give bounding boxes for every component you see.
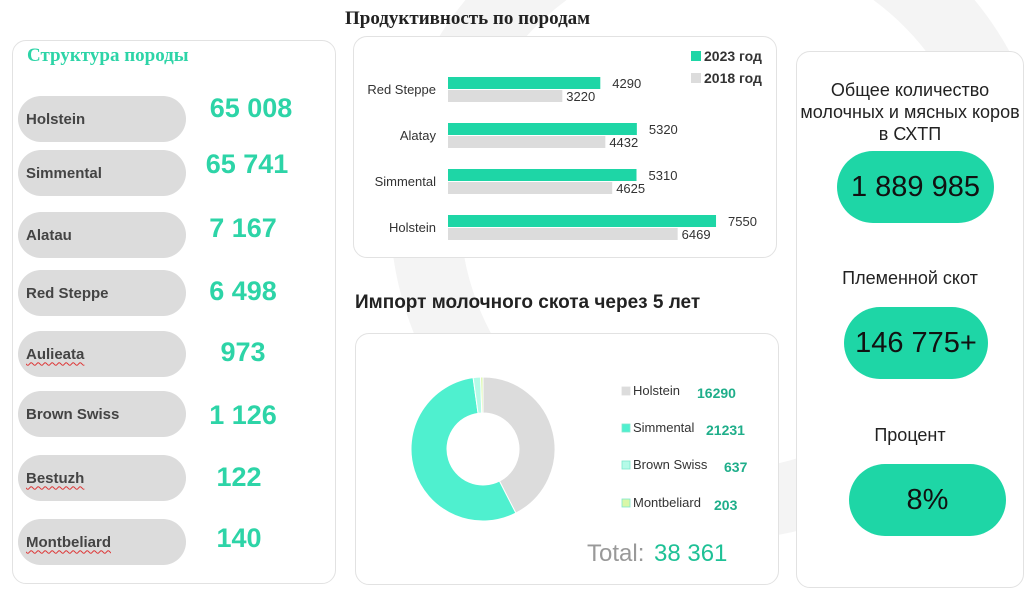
donut-legend-value: 203: [714, 497, 738, 513]
donut-legend-swatch: [621, 386, 631, 396]
breed-count-red-steppe: 6 498: [209, 276, 277, 306]
breed-count-simmental: 65 741: [205, 149, 289, 179]
donut-legend-label: Simmental: [633, 420, 695, 435]
donut-legend-value: 637: [724, 459, 748, 475]
legend-swatch: [691, 51, 701, 61]
breeding-stock-label: Племенной скот: [842, 268, 978, 288]
bar-category-label: Alatay: [400, 128, 437, 143]
bar-value-label: 6469: [682, 227, 711, 242]
donut-legend-value: 16290: [697, 385, 736, 401]
bar-2018: [448, 182, 613, 194]
breeding-stock-value: 146 775+: [844, 307, 988, 379]
bar-2018: [448, 136, 606, 148]
bar-value-label: 4432: [609, 135, 638, 150]
breed-count-brown-swiss: 1 126: [209, 400, 277, 430]
donut-legend-label: Brown Swiss: [633, 457, 708, 472]
breed-structure-title: Структура породы: [27, 45, 189, 66]
donut-slice-holstein: [482, 376, 556, 514]
bar-2018: [448, 90, 563, 102]
productivity-title: Продуктивность по породам: [345, 8, 591, 29]
breed-name-red-steppe: Red Steppe: [18, 270, 186, 316]
donut-legend-value: 21231: [706, 422, 745, 438]
bar-2023: [448, 215, 717, 227]
breed-name-holstein: Holstein: [18, 96, 186, 142]
bar-value-label: 5310: [649, 168, 678, 183]
productivity-bar-chart: Red Steppe 4290 3220 Alatay 5320 4432 Simmenta…: [367, 48, 762, 242]
breed-count-holstein: 65 008: [209, 93, 293, 123]
percent-value: 8%: [849, 464, 1006, 536]
bar-value-label: 3220: [566, 89, 595, 104]
bar-2023: [448, 77, 601, 89]
percent-label: Процент: [874, 425, 946, 445]
breed-name-simmental: Simmental: [18, 150, 186, 196]
legend-label: 2018 год: [704, 70, 762, 86]
total-label: Total:: [587, 540, 644, 567]
breed-name-alatau: Alatau: [18, 212, 186, 258]
legend-swatch: [691, 73, 701, 83]
breed-name-brown-swiss: Brown Swiss: [18, 391, 186, 437]
bar-category-label: Red Steppe: [367, 82, 436, 97]
breed-count-alatau: 7 167: [209, 213, 277, 243]
total-value: 38 361: [654, 540, 727, 567]
donut-legend-label: Montbeliard: [633, 495, 701, 510]
breed-name-montbeliard: Montbeliard: [18, 519, 186, 565]
donut-legend-swatch: [621, 423, 631, 433]
breed-count-montbeliard: 140: [216, 523, 262, 553]
donut-legend-label: Holstein: [633, 383, 680, 398]
productivity-chart-panel: Red Steppe 4290 3220 Alatay 5320 4432 Simmenta…: [353, 36, 777, 258]
breed-name-bestuzh: Bestuzh: [18, 455, 186, 501]
bar-value-label: 7550: [728, 214, 757, 229]
breed-count-bestuzh: 122: [216, 462, 262, 492]
total-cows-label: Общее количество молочных и мясных коров…: [800, 80, 1020, 144]
breed-structure-panel: Структура породы Holstein 65 008 Simment…: [12, 40, 336, 584]
bar-2023: [448, 123, 637, 135]
breed-count-aulieata: 973: [220, 337, 266, 367]
breed-name-aulieata: Aulieata: [18, 331, 186, 377]
import-title: Импорт молочного скота через 5 лет: [355, 292, 701, 313]
donut-legend-swatch: [621, 460, 631, 470]
bar-value-label: 4625: [616, 181, 645, 196]
donut-slice-montbeliard: [480, 376, 484, 414]
bar-2018: [448, 228, 678, 240]
donut-slice-simmental: [410, 377, 517, 522]
bar-2023: [448, 169, 637, 181]
bar-value-label: 5320: [649, 122, 678, 137]
bar-category-label: Simmental: [375, 174, 437, 189]
import-donut-chart: Holstein 16290 Simmental 21231 Brown Swiss 63…: [410, 376, 748, 567]
donut-legend-swatch: [621, 498, 631, 508]
summary-panel: Общее количество молочных и мясных коров…: [796, 51, 1024, 588]
legend-label: 2023 год: [704, 48, 762, 64]
bar-value-label: 4290: [612, 76, 641, 91]
bar-category-label: Holstein: [389, 220, 436, 235]
import-chart-panel: Holstein 16290 Simmental 21231 Brown Swiss 63…: [355, 333, 779, 585]
total-cows-value: 1 889 985: [837, 151, 994, 223]
